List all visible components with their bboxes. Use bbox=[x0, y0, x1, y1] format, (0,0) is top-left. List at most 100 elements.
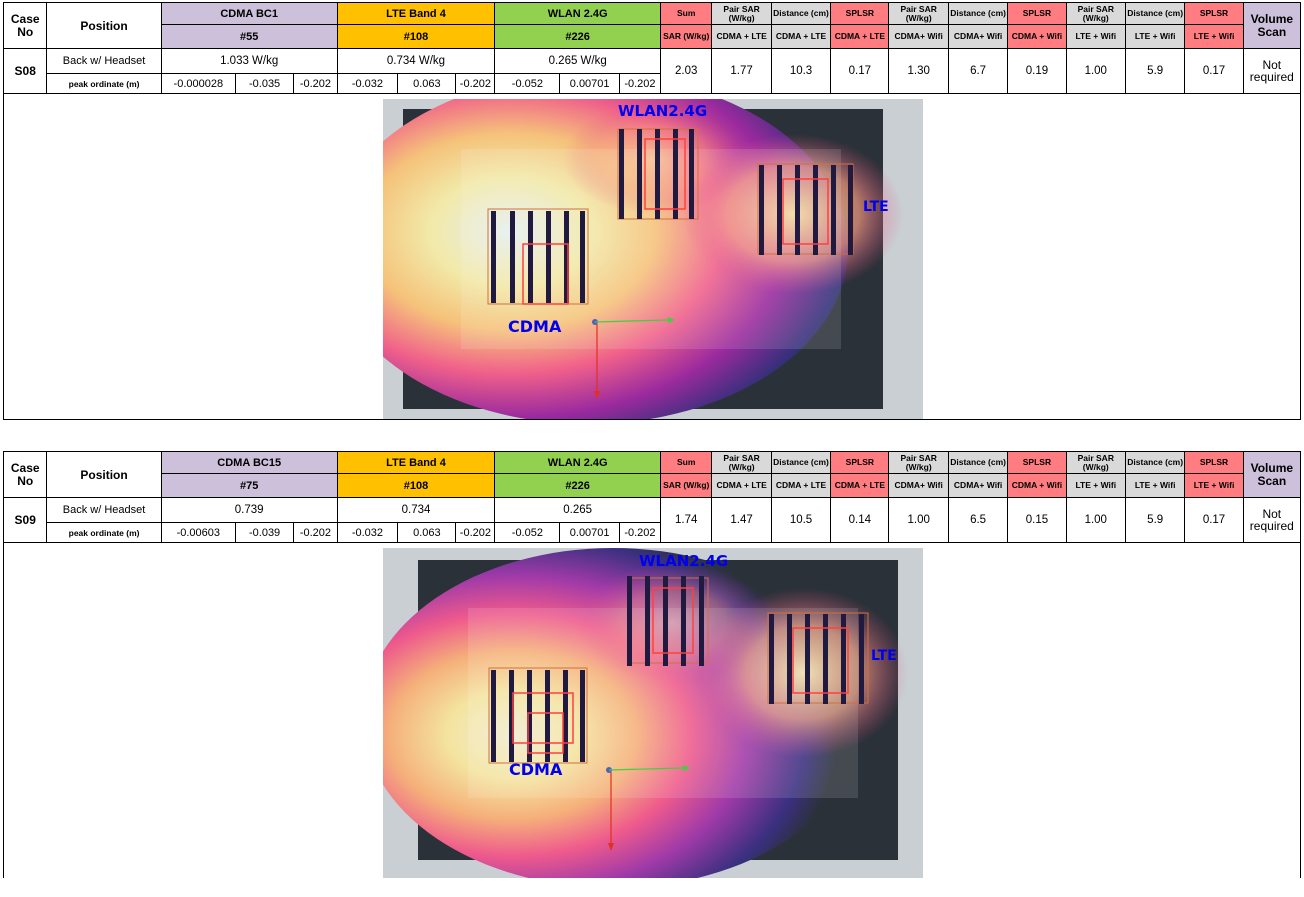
lte-plot-label: LTE bbox=[871, 648, 897, 664]
case-id: S09 bbox=[2, 497, 48, 543]
peak-coord: 0.063 bbox=[397, 522, 457, 543]
splsr-header: SPLSR bbox=[1184, 451, 1244, 474]
splsr-value: 0.17 bbox=[1184, 48, 1244, 94]
distance-header: Distance (cm) bbox=[770, 2, 832, 25]
sar-table: Case No Position CDMA BC15 LTE Band 4 WL… bbox=[2, 451, 1302, 543]
case-no-header: Case No bbox=[2, 2, 48, 49]
pair-label: CDMA + Wifi bbox=[1007, 24, 1067, 49]
peak-coord: -0.052 bbox=[494, 522, 561, 543]
peak-coord: 0.00701 bbox=[559, 522, 620, 543]
distance-header: Distance (cm) bbox=[1124, 2, 1186, 25]
splsr-header: SPLSR bbox=[830, 2, 890, 25]
pair-label: CDMA + LTE bbox=[770, 473, 832, 498]
peak-coord: -0.202 bbox=[455, 522, 496, 543]
lte-sar: 0.734 W/kg bbox=[336, 48, 496, 74]
sum-header: Sum bbox=[659, 2, 713, 25]
peak-coord: -0.202 bbox=[293, 522, 338, 543]
peak-ordinate-label: peak ordinate (m) bbox=[46, 73, 162, 94]
peak-coord: 0.00701 bbox=[559, 73, 620, 94]
peak-coord: -0.202 bbox=[618, 73, 662, 94]
splsr-header: SPLSR bbox=[1007, 2, 1067, 25]
pair-label: CDMA + Wifi bbox=[1007, 473, 1067, 498]
pair-sar-header: Pair SAR (W/kg) bbox=[888, 451, 949, 474]
wlan-header: WLAN 2.4G bbox=[494, 2, 661, 25]
sum-sar: 1.74 bbox=[659, 497, 713, 543]
cdma-plot-label: CDMA bbox=[508, 317, 562, 336]
position-value: Back w/ Headset bbox=[46, 48, 162, 74]
distance-header: Distance (cm) bbox=[947, 451, 1009, 474]
wlan-header: WLAN 2.4G bbox=[494, 451, 661, 474]
volume-scan-header: Volume Scan bbox=[1242, 451, 1302, 498]
distance-value: 10.5 bbox=[770, 497, 832, 543]
sum-unit: SAR (W/kg) bbox=[659, 473, 713, 498]
pair-sar-header: Pair SAR (W/kg) bbox=[1065, 451, 1126, 474]
volume-scan-header: Volume Scan bbox=[1242, 2, 1302, 49]
peak-ordinate-label: peak ordinate (m) bbox=[46, 522, 162, 543]
wlan-plot-label: WLAN2.4G bbox=[639, 552, 729, 570]
cdma-sar: 1.033 W/kg bbox=[160, 48, 338, 74]
peak-coord: -0.202 bbox=[618, 522, 662, 543]
volume-scan-value: Not required bbox=[1242, 48, 1302, 94]
pair-label: CDMA+ Wifi bbox=[947, 473, 1009, 498]
pair-sar-value: 1.00 bbox=[888, 497, 949, 543]
pair-label: CDMA + LTE bbox=[711, 24, 772, 49]
peak-coord: -0.00603 bbox=[160, 522, 236, 543]
pair-sar-header: Pair SAR (W/kg) bbox=[711, 451, 772, 474]
distance-value: 6.7 bbox=[947, 48, 1009, 94]
pair-label: CDMA + LTE bbox=[770, 24, 832, 49]
lte-plot-label: LTE bbox=[863, 199, 889, 215]
pair-label: CDMA + LTE bbox=[830, 24, 890, 49]
peak-coord: -0.035 bbox=[234, 73, 295, 94]
pair-label: CDMA+ Wifi bbox=[888, 473, 949, 498]
sar-heatmap bbox=[383, 548, 923, 878]
pair-sar-value: 1.47 bbox=[711, 497, 772, 543]
position-value: Back w/ Headset bbox=[46, 497, 162, 523]
pair-sar-header: Pair SAR (W/kg) bbox=[888, 2, 949, 25]
splsr-header: SPLSR bbox=[1007, 451, 1067, 474]
case-block-s08: Case No Position CDMA BC1 LTE Band 4 WLA… bbox=[2, 2, 1302, 420]
distance-header: Distance (cm) bbox=[947, 2, 1009, 25]
distance-value: 5.9 bbox=[1124, 497, 1186, 543]
sar-heatmap bbox=[383, 99, 923, 419]
pair-sar-header: Pair SAR (W/kg) bbox=[1065, 2, 1126, 25]
pair-label: LTE + Wifi bbox=[1184, 473, 1244, 498]
cdma-band-header: CDMA BC1 bbox=[160, 2, 338, 25]
cdma-channel: #55 bbox=[160, 24, 338, 49]
case-block-s09: Case No Position CDMA BC15 LTE Band 4 WL… bbox=[2, 451, 1302, 878]
peak-coord: -0.202 bbox=[293, 73, 338, 94]
pair-label: LTE + Wifi bbox=[1065, 473, 1126, 498]
wlan-plot-label: WLAN2.4G bbox=[618, 102, 708, 120]
sar-distribution-image: WLAN2.4G LTE CDMA bbox=[383, 99, 923, 419]
lte-band-header: LTE Band 4 bbox=[336, 451, 496, 474]
pair-sar-value: 1.00 bbox=[1065, 497, 1126, 543]
pair-label: CDMA+ Wifi bbox=[888, 24, 949, 49]
pair-sar-value: 1.00 bbox=[1065, 48, 1126, 94]
sar-distribution-image: WLAN2.4G LTE CDMA bbox=[383, 548, 923, 878]
pair-label: CDMA + LTE bbox=[711, 473, 772, 498]
cdma-channel: #75 bbox=[160, 473, 338, 498]
wlan-channel: #226 bbox=[494, 473, 661, 498]
position-header: Position bbox=[46, 451, 162, 498]
peak-coord: -0.039 bbox=[234, 522, 295, 543]
wlan-channel: #226 bbox=[494, 24, 661, 49]
pair-sar-value: 1.30 bbox=[888, 48, 949, 94]
splsr-value: 0.17 bbox=[1184, 497, 1244, 543]
lte-channel: #108 bbox=[336, 24, 496, 49]
wlan-sar: 0.265 bbox=[494, 497, 661, 523]
peak-coord: -0.032 bbox=[336, 522, 399, 543]
peak-coord: -0.202 bbox=[455, 73, 496, 94]
sum-sar: 2.03 bbox=[659, 48, 713, 94]
pair-label: LTE + Wifi bbox=[1124, 24, 1186, 49]
sar-plot-row: WLAN2.4G LTE CDMA bbox=[3, 543, 1301, 878]
distance-value: 6.5 bbox=[947, 497, 1009, 543]
sum-header: Sum bbox=[659, 451, 713, 474]
sar-plot-row: WLAN2.4G LTE CDMA bbox=[3, 94, 1301, 420]
volume-scan-value: Not required bbox=[1242, 497, 1302, 543]
splsr-header: SPLSR bbox=[830, 451, 890, 474]
lte-sar: 0.734 bbox=[336, 497, 496, 523]
distance-value: 10.3 bbox=[770, 48, 832, 94]
pair-label: CDMA+ Wifi bbox=[947, 24, 1009, 49]
lte-band-header: LTE Band 4 bbox=[336, 2, 496, 25]
splsr-value: 0.15 bbox=[1007, 497, 1067, 543]
case-id: S08 bbox=[2, 48, 48, 94]
